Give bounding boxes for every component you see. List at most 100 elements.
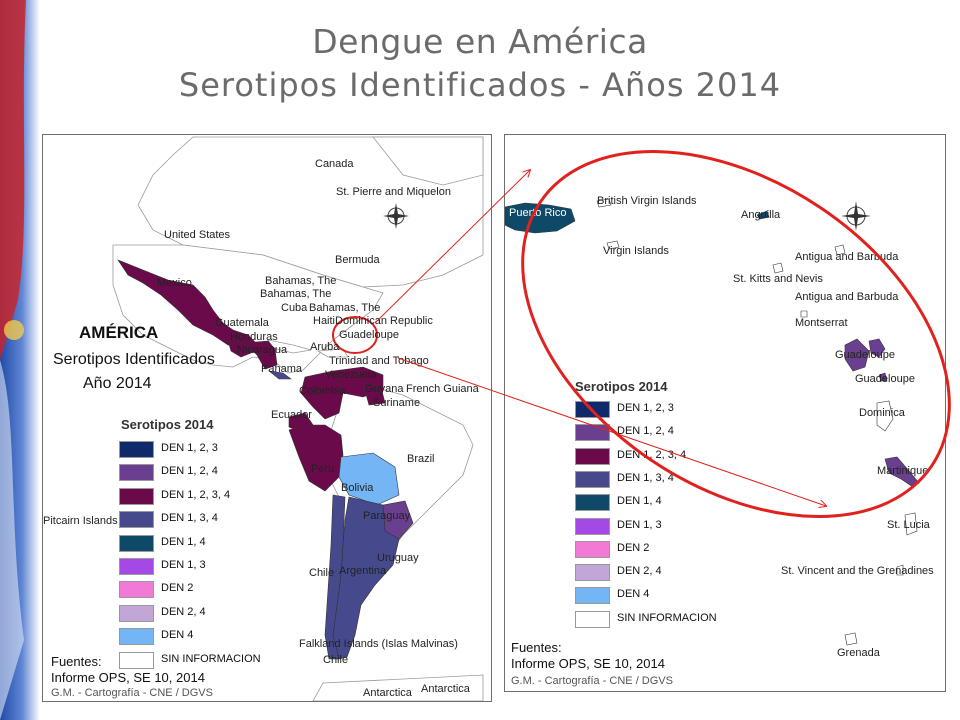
- map-label-argentina: Argentina: [339, 565, 387, 577]
- map-label-st-vincent: St. Vincent and the Grenadines: [781, 565, 934, 577]
- map-label-uruguay: Uruguay: [377, 552, 419, 564]
- legend-label: DEN 1, 2, 3: [161, 442, 218, 454]
- grenada-shape: [844, 632, 858, 646]
- map-label-bahamas-3: Bahamas, The: [309, 302, 381, 314]
- legend-swatch: [575, 517, 610, 535]
- legend-label: DEN 1, 4: [161, 535, 206, 548]
- legend-label: DEN 2: [161, 582, 194, 595]
- legend-swatch: [575, 564, 610, 582]
- sources-value-right: Informe OPS, SE 10, 2014: [511, 656, 665, 671]
- legend-swatch: [575, 401, 610, 418]
- legend-swatch: [119, 581, 154, 599]
- legend-label: SIN INFORMACION: [161, 652, 261, 665]
- map-label-trinidad: Trinidad and Tobago: [329, 355, 429, 367]
- caribbean-map-panel: Puerto Rico British Virgin Islands Angui…: [504, 134, 946, 692]
- america-map-panel: Canada St. Pierre and Miquelon United St…: [42, 134, 492, 702]
- colombia-shape: [300, 370, 344, 420]
- legend-swatch: [119, 441, 154, 458]
- legend-swatch: [575, 540, 610, 558]
- antarctica-shape: [312, 674, 484, 701]
- st-vincent-shape: [896, 564, 904, 576]
- legend-label: DEN 1, 4: [617, 495, 662, 508]
- caribbean-highlight-circle: [332, 316, 378, 354]
- legend-label: DEN 1, 2, 4: [161, 465, 218, 478]
- legend-title-right: Serotipos 2014: [575, 379, 668, 394]
- legend-label: DEN 1, 3, 4: [617, 471, 674, 484]
- map-label-peru: Peru: [311, 463, 335, 475]
- legend-title: Serotipos 2014: [121, 417, 214, 432]
- legend-label: SIN INFORMACION: [617, 611, 717, 624]
- chile-shape: [324, 494, 346, 660]
- map-label-french-guiana: French Guiana: [406, 383, 479, 395]
- map-credit: G.M. - Cartografía - CNE / DGVS: [51, 687, 213, 699]
- legend-label: DEN 2, 4: [161, 605, 206, 618]
- map-label-honduras: Honduras: [230, 331, 278, 343]
- map-label-falklands: Falkland Islands (Islas Malvinas): [299, 638, 458, 650]
- legend-label: DEN 2: [617, 541, 650, 554]
- map-label-aruba: Aruba: [310, 341, 340, 353]
- map-label-st-pierre: St. Pierre and Miquelon: [336, 186, 451, 198]
- map-label-brazil: Brazil: [407, 453, 435, 465]
- panama-shape: [267, 370, 292, 380]
- st-kitts-shape: [772, 262, 784, 274]
- legend-swatch: [575, 494, 610, 512]
- nicaragua-shape: [256, 348, 278, 370]
- map-label-grenada: Grenada: [837, 647, 880, 659]
- legend-swatch: [575, 447, 610, 465]
- legend-label: DEN 1, 3: [617, 518, 662, 531]
- sources-label-right: Fuentes:: [511, 640, 562, 655]
- map-label-mexico: Mexico: [157, 277, 192, 289]
- legend-swatch: [575, 610, 610, 628]
- compass-rose-icon-2: [841, 201, 871, 231]
- legend-label: DEN 4: [161, 629, 194, 642]
- map-label-martinique: Martinique: [877, 465, 929, 477]
- map-label-canada: Canada: [315, 158, 354, 170]
- map-label-antarctica-2: Antarctica: [421, 683, 470, 695]
- map-subtitle-1: Serotipos Identificados: [53, 351, 215, 368]
- map-label-paraguay: Paraguay: [363, 510, 411, 522]
- map-label-haiti-dr: HaitiDominican Republic: [313, 315, 433, 327]
- decorative-flag-band: [0, 0, 40, 720]
- guyana-shape: [362, 382, 386, 406]
- map-label-pitcairn: Pitcairn Islands: [43, 515, 118, 527]
- legend-label: DEN 1, 2, 3, 4: [161, 488, 231, 501]
- map-label-bahamas-2: Bahamas, The: [260, 288, 332, 300]
- legend-label: DEN 2, 4: [617, 565, 662, 578]
- legend-label: DEN 1, 3, 4: [161, 512, 218, 525]
- map-label-antigua-1: Antigua and Barbuda: [795, 251, 899, 263]
- map-label-bahamas-1: Bahamas, The: [265, 275, 337, 287]
- slide-subtitle: Serotipos Identificados - Años 2014: [178, 66, 782, 104]
- map-label-united-states: United States: [164, 229, 231, 241]
- map-label-puerto-rico: Puerto Rico: [509, 207, 567, 219]
- map-label-antigua-2: Antigua and Barbuda: [795, 291, 899, 303]
- map-label-montserrat: Montserrat: [795, 317, 848, 329]
- slide-title: Dengue en América: [312, 22, 648, 61]
- legend-label: DEN 4: [617, 588, 650, 601]
- map-label-suriname: Suriname: [373, 397, 421, 409]
- america-map-shapes: [112, 136, 484, 701]
- map-label-chile-2: Chile: [323, 654, 349, 666]
- map-label-guadeloupe-1: Guadeloupe: [835, 349, 895, 361]
- map-label-panama: Panama: [261, 363, 302, 375]
- legend-swatch: [119, 487, 154, 505]
- map-label-bolivia: Bolivia: [341, 482, 374, 494]
- map-label-st-kitts: St. Kitts and Nevis: [733, 273, 823, 285]
- legend-swatch: [119, 534, 154, 552]
- hispaniola-shape: [316, 348, 349, 358]
- map-credit-right: G.M. - Cartografía - CNE / DGVS: [511, 675, 673, 687]
- map-subtitle-2: Año 2014: [83, 375, 152, 392]
- map-label-anguilla: Anguilla: [741, 209, 781, 221]
- guatemala-shape: [227, 339, 252, 358]
- map-label-nicaragua: Nicaragua: [237, 344, 288, 356]
- map-label-guyana: Guyana: [365, 383, 404, 395]
- map-label-guadeloupe-2: Guadeloupe: [855, 373, 915, 385]
- map-label-dominica: Dominica: [859, 407, 905, 419]
- map-label-chile-1: Chile: [309, 567, 335, 579]
- map-label-bermuda: Bermuda: [335, 254, 380, 266]
- legend-swatch: [575, 424, 610, 442]
- legend-label: DEN 1, 2, 4: [617, 425, 674, 438]
- map-label-guatemala: Guatemala: [215, 317, 269, 329]
- legend-swatch: [119, 511, 154, 529]
- map-heading: AMÉRICA: [79, 323, 159, 342]
- legend-swatch: [119, 604, 154, 622]
